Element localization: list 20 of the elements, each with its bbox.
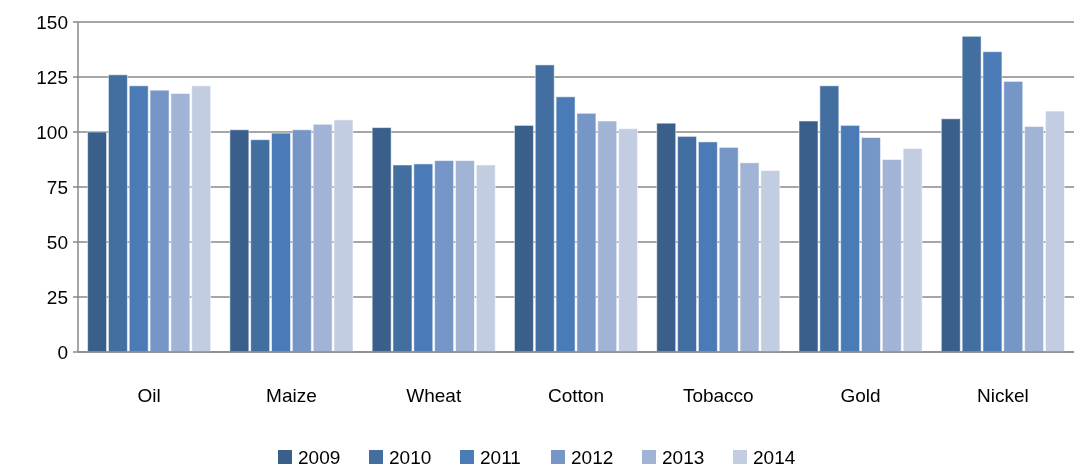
y-tick-label: 25 — [46, 286, 68, 308]
y-tick-label: 100 — [36, 121, 68, 143]
legend-label: 2013 — [662, 447, 705, 468]
legend-label: 2012 — [571, 447, 614, 468]
y-tick-label: 125 — [36, 66, 68, 88]
x-tick-label: Tobacco — [682, 385, 754, 406]
legend-label: 2010 — [389, 447, 432, 468]
x-tick-label: Nickel — [976, 385, 1029, 406]
y-tick-label: 150 — [36, 11, 68, 33]
x-tick-label: Cotton — [548, 385, 604, 406]
legend-label: 2009 — [298, 447, 341, 468]
y-tick-label: 75 — [46, 176, 68, 198]
x-tick-label: Wheat — [406, 385, 462, 406]
x-tick-label: Gold — [840, 385, 881, 406]
x-tick-label: Oil — [137, 385, 161, 406]
y-tick-label: 50 — [46, 231, 68, 253]
x-tick-label: Maize — [266, 385, 317, 406]
legend-label: 2014 — [753, 447, 796, 468]
legend-label: 2011 — [480, 447, 521, 468]
y-tick-label: 0 — [57, 341, 68, 363]
